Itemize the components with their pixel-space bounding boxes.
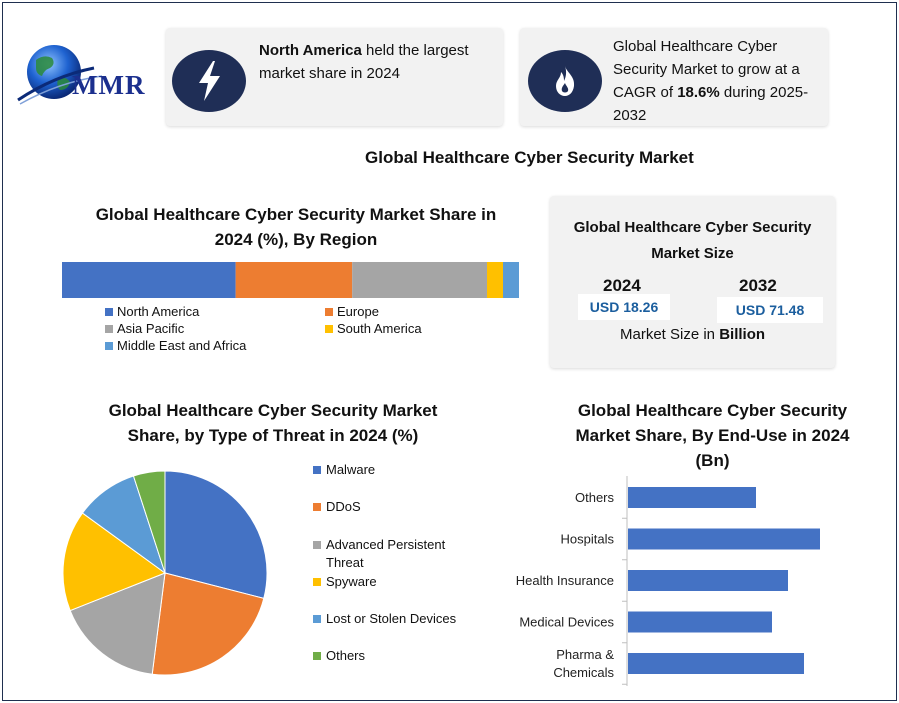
- enduse-bar-pharma-chemicals: [628, 653, 804, 674]
- legend-swatch: [105, 341, 113, 350]
- footer-unit: Billion: [719, 326, 766, 343]
- threat-pie-chart: [62, 470, 268, 676]
- page-title: Global Healthcare Cyber Security Market: [365, 148, 694, 167]
- legend-label: Malware: [326, 462, 376, 477]
- enduse-bar-health-insurance: [628, 570, 788, 591]
- highlight-card-region: North America held the largest market sh…: [166, 28, 503, 126]
- pie-slice-advanced-persistent-threat: [69, 572, 166, 675]
- mmr-logo: [17, 45, 103, 105]
- legend-swatch: [325, 307, 333, 316]
- legend-swatch: [105, 324, 113, 333]
- cagr-desc-a: Global Healthcare Cyber Security Market …: [613, 38, 800, 101]
- legend-swatch: [313, 466, 321, 474]
- legend-swatch: [105, 307, 113, 316]
- region-legend-item-north-america: North America: [105, 304, 199, 319]
- lightning-icon: [172, 50, 246, 112]
- highlight-text-cagr: Global Healthcare Cyber Security Market …: [613, 35, 821, 127]
- highlight-card-cagr: Global Healthcare Cyber Security Market …: [520, 28, 828, 126]
- flame-icon: [528, 50, 602, 112]
- legend-label: Middle East and Africa: [117, 338, 247, 353]
- legend-label: Lost or Stolen Devices: [326, 611, 457, 626]
- threat-legend-item-lost-or-stolen-devices: Lost or Stolen Devices: [313, 610, 473, 628]
- enduse-label-health-insurance: Health Insurance: [516, 573, 614, 588]
- logo-text: MMR: [72, 70, 146, 100]
- enduse-label-others: Others: [575, 490, 615, 505]
- legend-label: Asia Pacific: [117, 321, 185, 336]
- market-size-footer: Market Size in Billion: [550, 326, 835, 343]
- threat-legend-item-malware: Malware: [313, 461, 473, 479]
- legend-label: Spyware: [326, 574, 377, 589]
- region-segment-europe: [235, 262, 353, 298]
- region-stacked-bar-chart: [62, 262, 519, 298]
- highlight-region-name: North America: [259, 42, 362, 59]
- enduse-label-hospitals: Hospitals: [561, 532, 615, 547]
- pie-slice-spyware: [62, 512, 167, 612]
- value-2024: USD 18.26: [578, 294, 670, 320]
- pie-slice-others: [132, 470, 166, 574]
- legend-swatch: [313, 578, 321, 586]
- region-segment-middle-east-and-africa: [503, 262, 519, 298]
- region-legend-item-middle-east-and-africa: Middle East and Africa: [105, 338, 246, 353]
- region-chart-title: Global Healthcare Cyber Security Market …: [95, 205, 497, 249]
- region-legend-item-asia-pacific: Asia Pacific: [105, 321, 184, 336]
- threat-legend-item-others: Others: [313, 647, 473, 665]
- threat-legend-item-ddos: DDoS: [313, 498, 473, 516]
- legend-swatch: [313, 541, 321, 549]
- enduse-chart-title: Global Healthcare Cyber Security Market …: [575, 401, 850, 470]
- enduse-bar-hospitals: [628, 528, 820, 550]
- legend-swatch: [325, 324, 333, 333]
- pie-slice-malware: [164, 470, 268, 599]
- enduse-label-medical-devices: Medical Devices: [519, 615, 614, 630]
- threat-legend-item-spyware: Spyware: [313, 573, 473, 591]
- threat-chart-title: Global Healthcare Cyber Security Market …: [108, 401, 438, 445]
- market-size-card: Global Healthcare Cyber Security Market …: [550, 196, 835, 368]
- value-2032: USD 71.48: [717, 297, 823, 323]
- legend-label: Europe: [337, 304, 379, 319]
- pie-slice-ddos: [151, 572, 265, 676]
- highlight-text-region: North America held the largest market sh…: [259, 39, 499, 85]
- legend-swatch: [313, 503, 321, 511]
- market-size-title: Global Healthcare Cyber Security Market …: [573, 219, 812, 262]
- legend-swatch: [313, 652, 321, 660]
- highlight-region-desc: held the largest market share in 2024: [259, 42, 469, 82]
- enduse-bar-medical-devices: [628, 611, 772, 633]
- year-2032: 2032: [739, 276, 777, 295]
- legend-swatch: [313, 615, 321, 623]
- enduse-bar-others: [628, 487, 756, 508]
- enduse-bar-chart: Others Hospitals Health Insurance Medical D…: [516, 476, 820, 686]
- legend-label: Advanced Persistent Threat: [326, 537, 446, 570]
- cagr-desc-b: during 2025-2032: [613, 84, 809, 124]
- legend-label: Others: [326, 648, 366, 663]
- region-segment-north-america: [62, 262, 236, 298]
- year-2024: 2024: [603, 276, 641, 295]
- legend-label: North America: [117, 304, 200, 319]
- cagr-value: 18.6%: [677, 84, 720, 101]
- enduse-label-pharma-chemicals: Pharma & Chemicals: [553, 647, 614, 680]
- legend-label: DDoS: [326, 499, 361, 514]
- region-legend-item-south-america: South America: [325, 321, 422, 336]
- region-segment-asia-pacific: [352, 262, 488, 298]
- legend-label: South America: [337, 321, 422, 336]
- region-segment-south-america: [487, 262, 504, 298]
- threat-legend-item-advanced-persistent-threat: Advanced Persistent Threat: [313, 536, 473, 572]
- footer-text: Market Size in: [619, 326, 720, 343]
- region-legend-item-europe: Europe: [325, 304, 379, 319]
